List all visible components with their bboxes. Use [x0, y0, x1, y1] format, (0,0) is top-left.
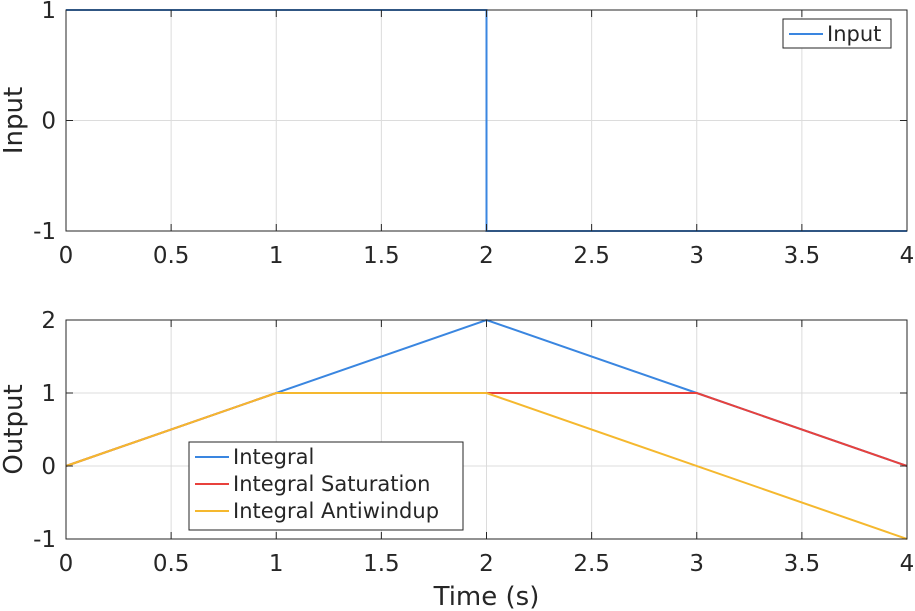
legend: Input — [782, 18, 892, 49]
x-tick-label: 0 — [59, 243, 74, 269]
x-tick-label: 2 — [479, 243, 494, 269]
x-tick-label: 1 — [269, 243, 284, 269]
y-axis-label: Output — [0, 384, 29, 474]
legend-box — [188, 441, 464, 531]
x-tick-label: 0 — [59, 551, 74, 577]
y-tick-label: -1 — [33, 527, 56, 553]
x-tick-label: 2.5 — [573, 551, 610, 577]
legend-entry: Integral — [233, 445, 314, 469]
legend-entry: Integral Saturation — [233, 472, 430, 496]
x-tick-label: 3 — [689, 551, 704, 577]
x-tick-label: 1.5 — [363, 551, 400, 577]
series-line-integral-antiwindup — [65, 392, 908, 540]
y-tick-label: -1 — [33, 219, 56, 245]
x-tick-label: 1 — [269, 551, 284, 577]
x-tick-label: 1.5 — [363, 243, 400, 269]
legend-entry: Input — [827, 22, 881, 46]
x-tick-label: 4 — [900, 551, 915, 577]
y-tick-label: 0 — [41, 454, 56, 480]
x-tick-label: 2.5 — [573, 243, 610, 269]
y-axis-label: Input — [0, 87, 29, 154]
x-tick-label: 3.5 — [784, 243, 821, 269]
y-tick-label: 1 — [41, 0, 56, 24]
x-tick-label: 3 — [689, 243, 704, 269]
legend-entry: Integral Antiwindup — [233, 499, 439, 523]
legend: Integral Integral Saturation Integral Anti… — [188, 441, 464, 531]
y-tick-label: 2 — [41, 308, 56, 334]
x-tick-label: 4 — [900, 243, 915, 269]
x-tick-label: 3.5 — [784, 551, 821, 577]
x-tick-label: 0.5 — [153, 551, 190, 577]
y-tick-label: 0 — [41, 109, 56, 135]
x-axis-label: Time (s) — [433, 582, 540, 611]
x-tick-label: 0.5 — [153, 243, 190, 269]
x-tick-label: 2 — [479, 551, 494, 577]
y-tick-label: 1 — [41, 381, 56, 407]
